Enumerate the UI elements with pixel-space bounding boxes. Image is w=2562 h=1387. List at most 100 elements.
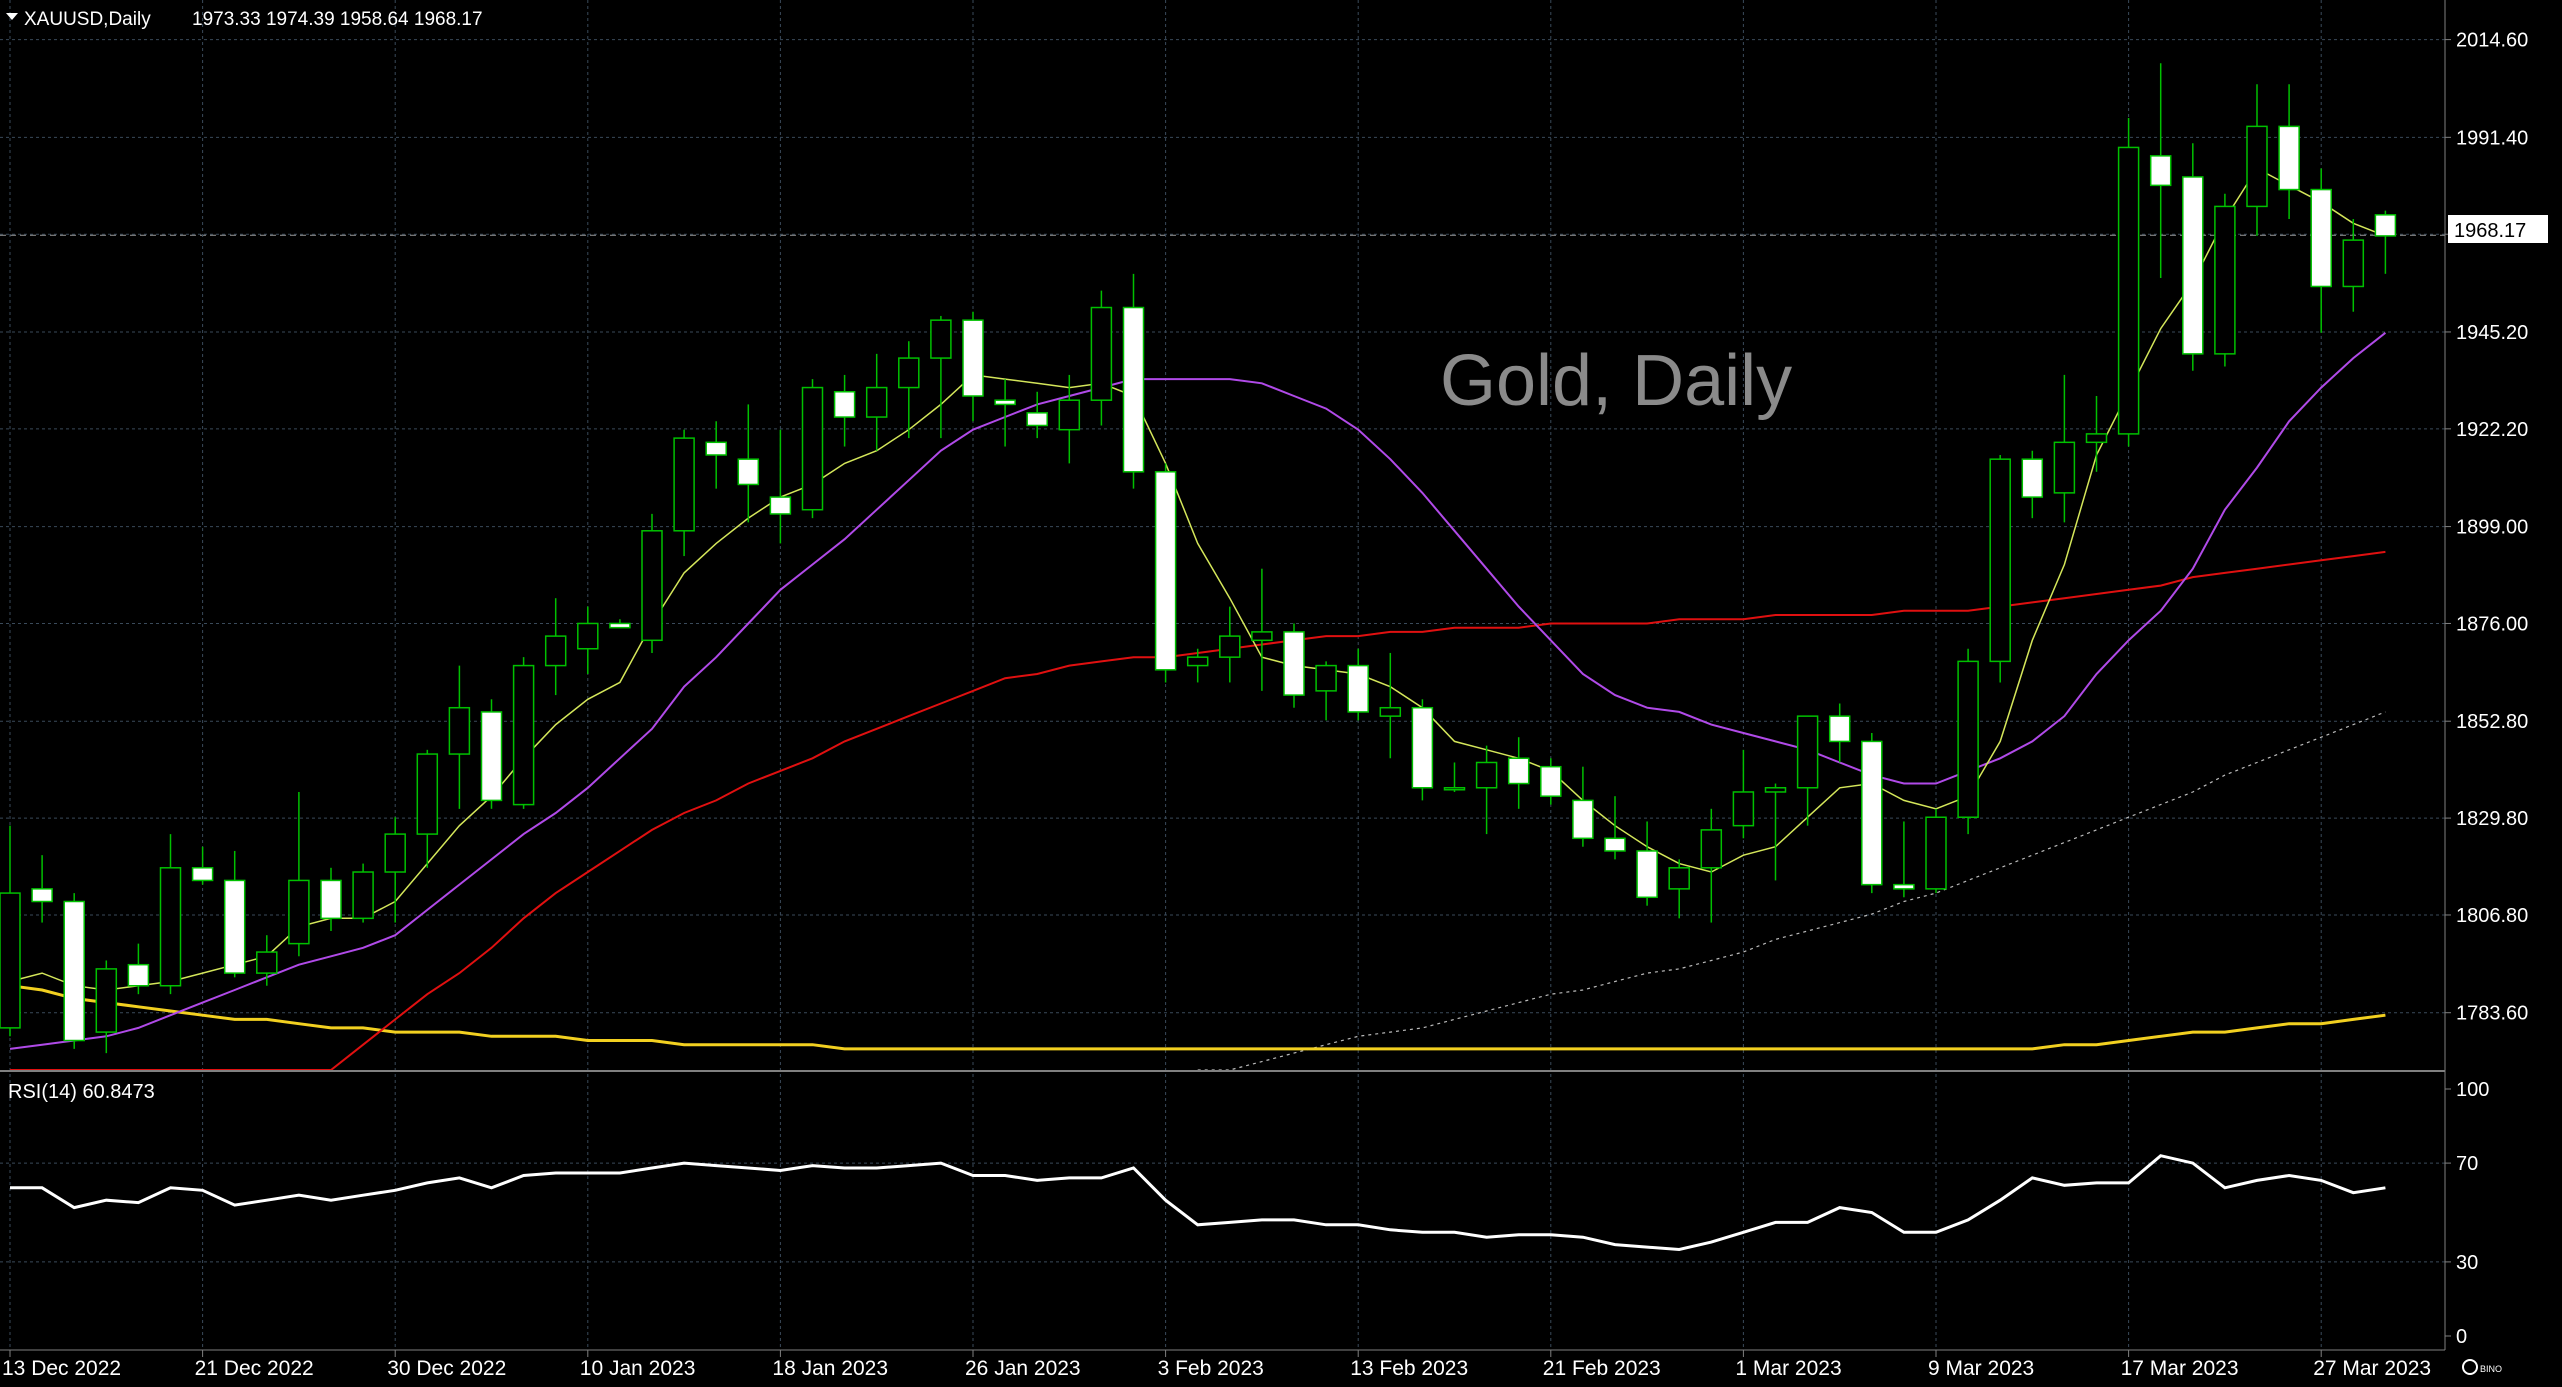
candle-body-bear — [1861, 740, 1883, 886]
candle-body-bull — [2053, 441, 2076, 494]
x-tick-label: 27 Mar 2023 — [2313, 1357, 2431, 1380]
candle-body-bear — [1636, 850, 1658, 899]
x-tick-label: 26 Jan 2023 — [965, 1357, 1081, 1380]
x-tick-label: 30 Dec 2022 — [387, 1357, 506, 1380]
chart-symbol: XAUUSD,Daily — [24, 9, 151, 30]
y-tick-label: 1852.80 — [2456, 711, 2528, 733]
candle-body-bull — [2342, 239, 2365, 288]
candle-body-bear — [127, 963, 150, 987]
candle-body-bull — [512, 664, 535, 806]
candle-body-bear — [2278, 125, 2300, 191]
candle-body-bear — [480, 711, 503, 802]
x-tick-label: 1 Mar 2023 — [1735, 1357, 1841, 1380]
current-price-tag — [2448, 215, 2548, 243]
candle-body-bear — [2021, 458, 2044, 498]
candle-body-bull — [801, 386, 824, 511]
candle-body-bear — [1604, 837, 1626, 852]
candle-body-bear — [2310, 188, 2332, 288]
x-tick-label: 21 Feb 2023 — [1543, 1357, 1661, 1380]
candle-body-bear — [1283, 631, 1305, 696]
rsi-tick-label: 100 — [2456, 1079, 2489, 1101]
candle-body-bull — [930, 319, 952, 359]
rsi-line — [10, 1154, 2386, 1252]
x-tick-label: 9 Mar 2023 — [1928, 1357, 2034, 1380]
candle-body-bear — [2182, 176, 2204, 355]
candle-body-bull — [288, 879, 310, 945]
candle-body-bull — [2246, 125, 2268, 208]
candle-body-bear — [1540, 765, 1562, 797]
candle-body-bull — [2117, 146, 2140, 435]
candle-body-bear — [1411, 706, 1434, 789]
candle-body-bull — [1764, 787, 1787, 793]
candle-body-bull — [577, 622, 599, 650]
current-price-value: 1968.17 — [2454, 220, 2526, 242]
candle-body-bear — [1122, 306, 1145, 473]
svg-text:BINO: BINO — [2480, 1364, 2502, 1374]
candle-body-bull — [1186, 656, 1209, 667]
candle-body-bull — [641, 530, 663, 642]
chart-watermark: Gold, Daily — [1440, 341, 1792, 421]
candle-body-bull — [2214, 205, 2236, 355]
candle-body-bull — [1957, 660, 1979, 818]
broker-logo: BINO — [2462, 1359, 2502, 1375]
x-tick-label: 13 Feb 2023 — [1350, 1357, 1468, 1380]
candle-body-bull — [352, 871, 374, 920]
rsi-label: RSI(14) 60.8473 — [8, 1081, 155, 1103]
candle-body-bull — [0, 892, 21, 1029]
candle-body-bull — [384, 833, 406, 873]
candle-body-bull — [448, 706, 471, 755]
rsi-tick-label: 30 — [2456, 1252, 2478, 1274]
ma-fast-line — [9, 167, 2386, 991]
y-tick-label: 1806.80 — [2456, 905, 2528, 927]
candle-body-bull — [865, 386, 888, 418]
x-tick-label: 18 Jan 2023 — [772, 1357, 888, 1380]
y-tick-label: 1945.20 — [2456, 322, 2528, 344]
candle-body-bull — [1925, 816, 1947, 890]
candle-body-bull — [1058, 399, 1081, 431]
candle-body-bull — [1219, 635, 1241, 658]
chart-menu-triangle-icon[interactable] — [6, 13, 18, 20]
y-tick-label: 1899.00 — [2456, 517, 2528, 539]
candle-body-bear — [63, 900, 85, 1042]
x-tick-label: 17 Mar 2023 — [2121, 1357, 2239, 1380]
candle-body-bull — [1668, 867, 1690, 890]
candle-body-bear — [320, 879, 342, 920]
candle-body-bull — [159, 867, 182, 987]
candle-body-bear — [737, 458, 760, 486]
candle-body-bull — [1090, 306, 1113, 401]
x-tick-label: 21 Dec 2022 — [195, 1357, 314, 1380]
rsi-indicator — [10, 1154, 2386, 1252]
candle-body-bear — [191, 867, 214, 882]
candle-body-bear — [2149, 155, 2172, 187]
candle-body-bear — [769, 496, 792, 515]
candle-body-bull — [1475, 761, 1498, 789]
candle-body-bear — [1572, 799, 1594, 840]
candle-body-bull — [1443, 787, 1466, 791]
candle-body-bear — [1507, 757, 1530, 785]
y-tick-label: 1876.00 — [2456, 613, 2528, 635]
candle-body-bull — [1700, 829, 1723, 869]
candle-body-bear — [833, 391, 856, 418]
ma-yellow-line — [9, 984, 2386, 1051]
candle-body-bull — [1796, 715, 1819, 789]
rsi-tick-label: 0 — [2456, 1326, 2467, 1348]
candle-body-bear — [705, 441, 727, 456]
candle-body-bear — [609, 622, 631, 629]
candle-body-bear — [1893, 883, 1915, 890]
candle-body-bull — [1989, 458, 2011, 663]
candle-body-bull — [898, 357, 920, 389]
x-tick-label: 3 Feb 2023 — [1158, 1357, 1264, 1380]
candle-body-bull — [256, 951, 278, 974]
candle-body-bull — [2085, 433, 2108, 444]
candle-body-bear — [1347, 664, 1369, 713]
time-axis: 13 Dec 2022 21 Dec 2022 30 Dec 2022 10 Jan … — [2, 1350, 2431, 1380]
y-tick-label: 2014.60 — [2456, 30, 2528, 52]
candle-body-bull — [1315, 664, 1337, 692]
candle-body-bear — [1828, 715, 1851, 743]
chart-ohlc: 1973.33 1974.39 1958.64 1968.17 — [192, 9, 483, 30]
x-tick-label: 13 Dec 2022 — [2, 1357, 121, 1380]
y-tick-label: 1783.60 — [2456, 1003, 2528, 1025]
candle-body-bear — [962, 319, 984, 397]
